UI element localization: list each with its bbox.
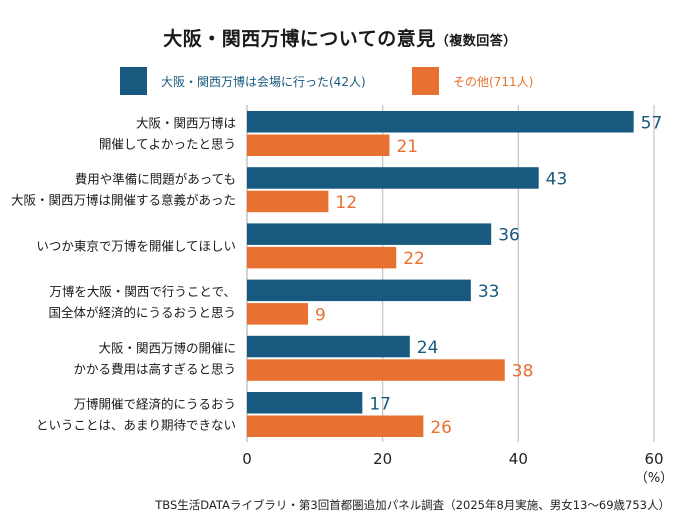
chart-title-main: 大阪・関西万博についての意見 [163,28,436,50]
category-label: 大阪・関西万博の開催に [98,340,236,355]
legend-item-visited: 大阪・関西万博は会場に行った(42人) [120,67,366,95]
bar [247,246,397,269]
data-label: 57 [641,113,663,133]
legend-item-other: その他(711人) [412,67,533,95]
bar [247,303,309,325]
data-label: 43 [546,169,568,189]
bar [247,392,363,414]
bar [247,134,390,156]
data-label: 17 [369,394,391,414]
bar [247,223,492,245]
category-label: 大阪・関西万博は開催する意義があった [11,193,236,208]
data-label: 9 [315,305,326,325]
data-label: 26 [430,418,452,438]
legend-swatch-visited [120,67,147,95]
chart-subtitle: （複数回答） [435,34,517,49]
bar [247,167,539,189]
chart-title: 大阪・関西万博についての意見（複数回答） [0,24,680,51]
category-label: 費用や準備に問題があっても [75,172,236,187]
data-label: 38 [512,362,534,382]
data-label: 21 [396,137,418,157]
data-label: 36 [498,226,520,246]
legend-label-visited: 大阪・関西万博は会場に行った(42人) [161,74,366,89]
legend-swatch-other [412,67,439,95]
category-label: ということは、あまり期待できない [36,418,236,433]
x-unit-label: （%） [635,471,673,486]
legend-label-other: その他(711人) [453,74,534,89]
category-label: 万博開催で経済的にうるおう [73,397,236,412]
bar [247,359,505,381]
data-label: 12 [335,193,357,213]
category-label: 万博を大阪・関西で行うことで、 [49,284,236,299]
bar [247,190,329,213]
bar [247,111,634,133]
category-label: いつか東京で万博を開催してほしい [36,238,236,253]
data-label: 24 [417,338,439,358]
category-label: 大阪・関西万博は [136,116,236,131]
bar [247,279,471,302]
data-label: 22 [403,249,425,269]
x-tick-label: 60 [644,450,663,468]
bar [247,335,410,358]
source-note: TBS生活DATAライブラリ・第3回首都圏追加パネル調査（2025年8月実施、男… [155,498,670,512]
bar [247,415,424,437]
category-label: かかる費用は高すぎると思う [73,361,236,376]
data-label: 33 [478,282,500,302]
x-tick-label: 40 [509,450,528,468]
category-label: 国全体が経済的にうるおうと思う [48,305,236,320]
x-tick-label: 20 [373,450,392,468]
category-label: 開催してよかったと思う [99,137,236,152]
x-tick-label: 0 [242,450,252,468]
